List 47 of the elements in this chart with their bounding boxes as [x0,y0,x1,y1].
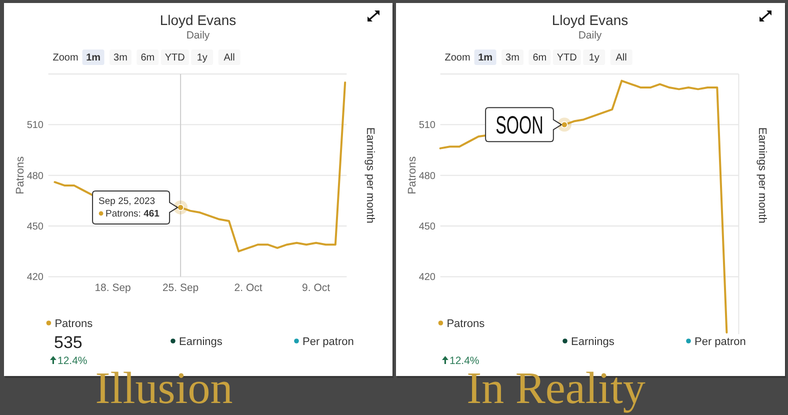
y2-axis-title: Earnings per month [756,127,768,224]
zoom-button: 1y [583,50,606,65]
x-tick-label: 9. Oct [302,282,330,294]
zoom-button: All [610,50,632,65]
zoom-button: YTD [160,50,189,65]
data-label: SOON [496,112,544,140]
zoom-button: 3m [502,50,524,65]
y-tick-label: 450 [26,222,44,233]
line-series [439,80,728,334]
y-tick-label: 450 [418,222,436,233]
y-axis-title: Patrons [14,156,26,194]
zoom-button: 3m [110,50,132,65]
chart-title: Lloyd Evans [552,12,628,28]
text: Illusion [95,363,233,413]
zoom-button: 6m [136,50,159,65]
text: Zoom [444,52,470,64]
y-tick-label: 420 [418,272,436,284]
x-tick-label: 2. Oct [234,282,262,294]
y-tick-label: 480 [418,170,436,182]
x-tick-label: 18. Sep [94,282,132,294]
legend-label: Patrons [446,318,486,330]
y-tick-label: 510 [418,120,436,132]
chart-subtitle: Daily [186,30,210,42]
legend-label: Per patron [694,336,746,348]
annotation: Sep 25, 2023 [98,196,156,207]
y-tick-label: 510 [26,120,44,132]
text: 12.4% [58,355,88,367]
legend-label: Patrons [54,318,94,330]
chart-subtitle: Daily [578,30,602,42]
zoom-button: YTD [552,50,581,65]
legend-label: Earnings [571,336,615,348]
annotation: Patrons: 461 [106,208,160,220]
zoom-button: All [218,50,240,65]
y2-axis-title: Earnings per month [364,127,376,224]
text: 535 [54,333,82,352]
zoom-button: 1m [474,50,496,65]
x-tick-label: 25. Sep [162,282,199,294]
text: Zoom [52,52,78,64]
y-axis-title: Patrons [406,156,418,194]
zoom-button: 6m [528,50,551,65]
legend-label: Earnings [179,336,223,348]
y-tick-label: 480 [26,170,44,182]
y-tick-label: 420 [26,272,44,284]
chart-title: Lloyd Evans [160,12,236,28]
legend-label: Per patron [302,336,354,348]
zoom-button: 1m [82,50,104,65]
zoom-button: 1y [191,50,214,65]
